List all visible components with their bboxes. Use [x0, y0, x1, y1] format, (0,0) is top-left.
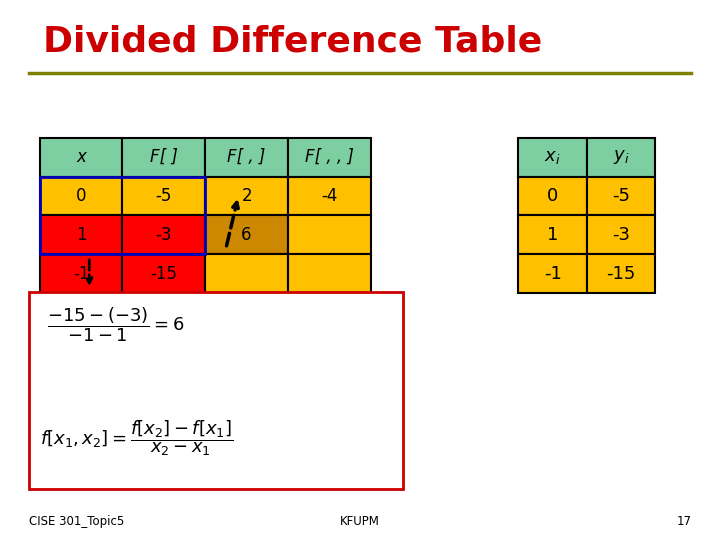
- Bar: [288, 215, 371, 254]
- Text: -15: -15: [606, 265, 636, 283]
- Bar: [29, 292, 403, 489]
- Text: F[ , , ]: F[ , , ]: [305, 148, 354, 166]
- Bar: [122, 254, 205, 293]
- Bar: [587, 215, 655, 254]
- Text: $y_i$: $y_i$: [613, 148, 629, 166]
- Text: 1: 1: [76, 226, 86, 244]
- Bar: [40, 254, 122, 293]
- Bar: [122, 177, 205, 215]
- Text: -3: -3: [612, 226, 630, 244]
- Text: Divided Difference Table: Divided Difference Table: [43, 24, 542, 58]
- Text: -5: -5: [156, 187, 172, 205]
- Bar: [40, 215, 122, 254]
- Bar: [587, 177, 655, 215]
- Bar: [40, 177, 122, 215]
- Bar: [205, 177, 288, 215]
- Bar: [518, 215, 587, 254]
- Bar: [122, 215, 205, 254]
- Bar: [122, 138, 205, 177]
- Text: KFUPM: KFUPM: [340, 515, 380, 528]
- Text: CISE 301_Topic5: CISE 301_Topic5: [29, 515, 124, 528]
- Text: x: x: [76, 148, 86, 166]
- Text: 0: 0: [547, 187, 558, 205]
- Text: -1: -1: [544, 265, 562, 283]
- Text: F[ ]: F[ ]: [150, 148, 178, 166]
- Bar: [288, 138, 371, 177]
- Text: F[ , ]: F[ , ]: [228, 148, 266, 166]
- Bar: [40, 138, 122, 177]
- Text: $\dfrac{-15-(-3)}{-1-1}=6$: $\dfrac{-15-(-3)}{-1-1}=6$: [47, 305, 184, 344]
- Text: -4: -4: [321, 187, 338, 205]
- Text: -3: -3: [156, 226, 172, 244]
- Bar: [518, 138, 587, 177]
- Bar: [205, 215, 288, 254]
- Text: -15: -15: [150, 265, 177, 283]
- Text: 2: 2: [241, 187, 252, 205]
- Text: $f[x_1,x_2]=\dfrac{f[x_2]-f[x_1]}{x_2-x_1}$: $f[x_1,x_2]=\dfrac{f[x_2]-f[x_1]}{x_2-x_…: [40, 418, 233, 458]
- Bar: [518, 254, 587, 293]
- Text: 6: 6: [241, 226, 252, 244]
- Text: $x_i$: $x_i$: [544, 148, 561, 166]
- Bar: [587, 254, 655, 293]
- Text: 1: 1: [547, 226, 558, 244]
- Text: 0: 0: [76, 187, 86, 205]
- Text: -1: -1: [73, 265, 89, 283]
- Bar: [288, 177, 371, 215]
- Text: -5: -5: [612, 187, 630, 205]
- Text: 17: 17: [676, 515, 691, 528]
- Bar: [587, 138, 655, 177]
- Bar: [288, 254, 371, 293]
- Bar: [205, 254, 288, 293]
- Bar: [40, 177, 205, 254]
- Bar: [518, 177, 587, 215]
- Bar: [205, 138, 288, 177]
